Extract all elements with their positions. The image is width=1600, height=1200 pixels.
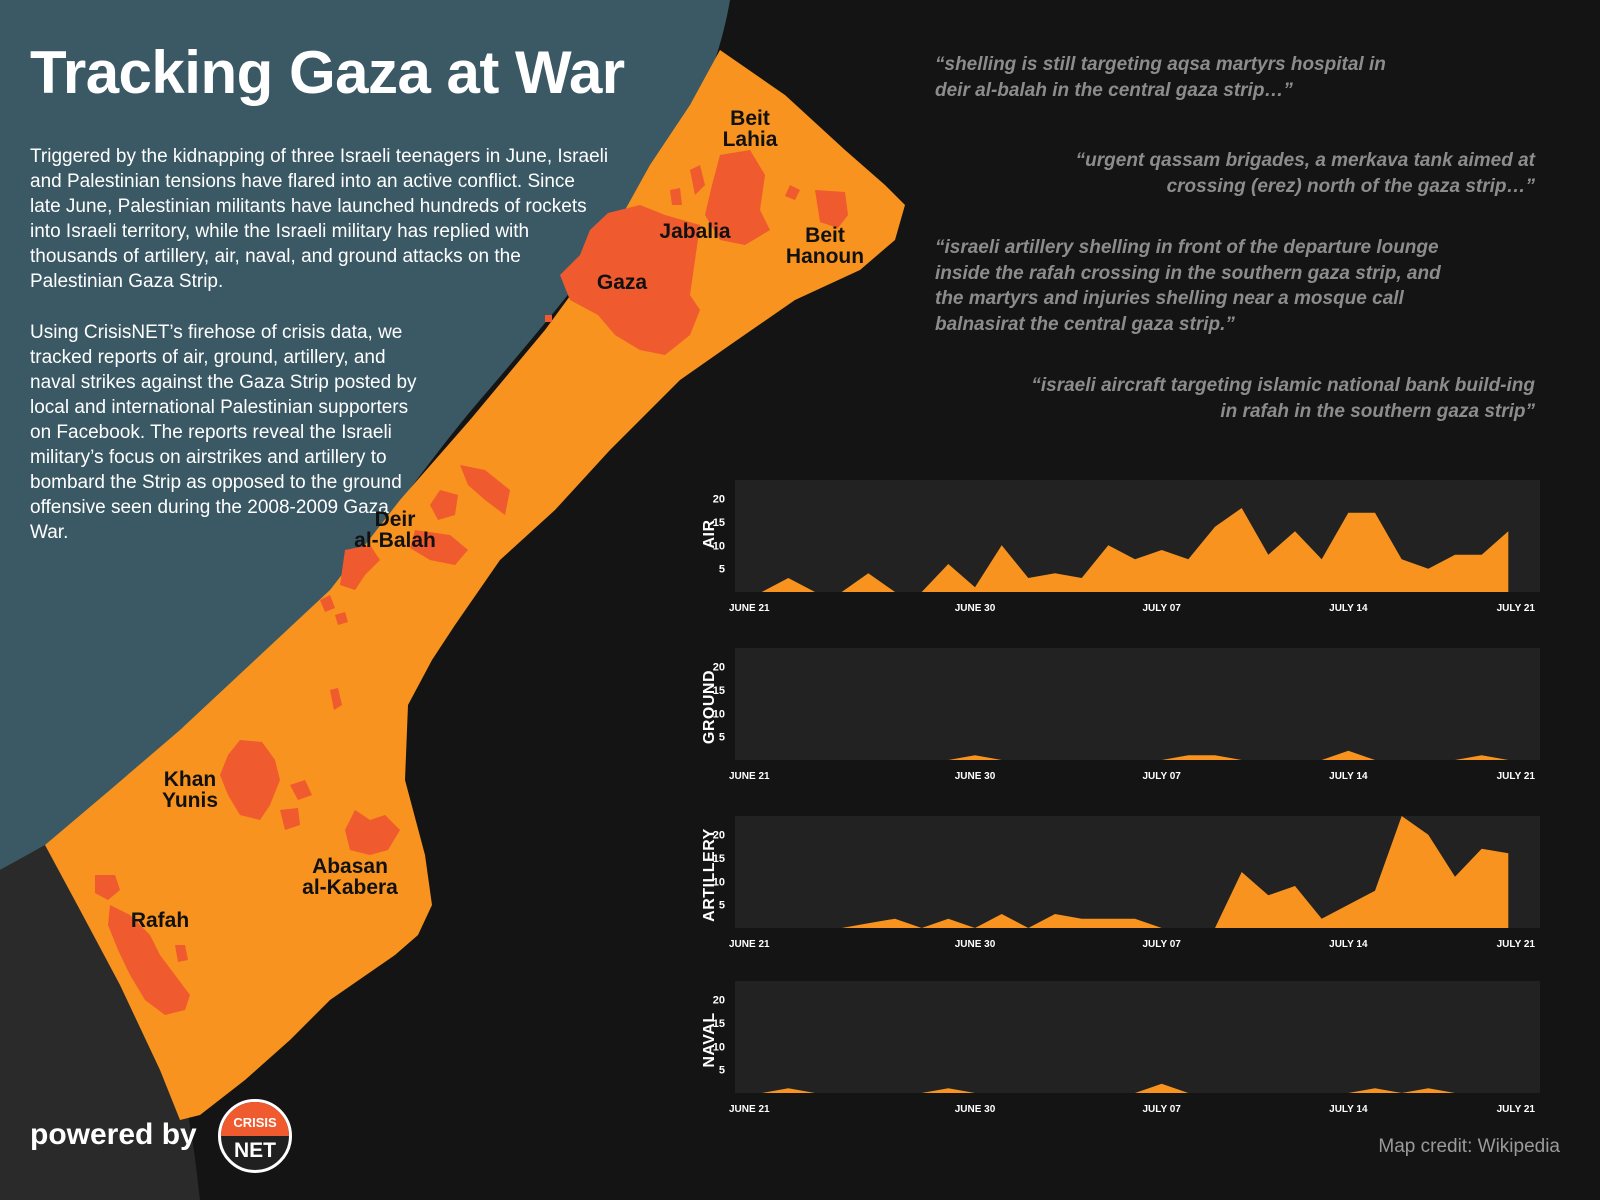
- chart-label-ground: GROUND: [701, 669, 718, 745]
- place-label-rafah: Rafah: [130, 909, 190, 932]
- ytick-label-ground-20: 20: [713, 662, 725, 674]
- place-label-gaza: Gaza: [596, 271, 648, 294]
- page-title: Tracking Gaza at War: [30, 39, 625, 106]
- ytick-label-naval-15: 15: [713, 1018, 725, 1030]
- intro-panel-shape: [0, 0, 730, 870]
- area-series-ground: [735, 750, 1509, 760]
- ytick-label-air-10: 10: [713, 540, 725, 552]
- xtick-label-artillery-june-30: JUNE 30: [955, 939, 996, 950]
- place-label-jabalia: Jabalia: [659, 220, 731, 243]
- chart-label-naval: NAVAL: [701, 1012, 718, 1068]
- xtick-label-air-june-30: JUNE 30: [955, 603, 996, 614]
- ytick-label-artillery-10: 10: [713, 876, 725, 888]
- ytick-label-air-5: 5: [719, 564, 725, 576]
- south-corner-shape: [0, 845, 200, 1200]
- xtick-label-naval-june-21: JUNE 21: [729, 1104, 770, 1115]
- quote-1: “shelling is still targeting aqsa martyr…: [935, 54, 1386, 101]
- xtick-label-naval-july-14: JULY 14: [1329, 1104, 1368, 1115]
- place-label-abasan-al-kabera: Abasan al-Kabera: [302, 855, 398, 899]
- quote-4: “israeli aircraft targeting islamic nati…: [1031, 375, 1535, 422]
- ytick-label-naval-20: 20: [713, 995, 725, 1007]
- xtick-label-naval-july-07: JULY 07: [1142, 1104, 1181, 1115]
- ytick-label-artillery-5: 5: [719, 900, 725, 912]
- area-series-artillery: [735, 816, 1509, 928]
- quote-2: “urgent qassam brigades, a merkava tank …: [1075, 150, 1535, 197]
- xtick-label-ground-june-30: JUNE 30: [955, 771, 996, 782]
- xtick-label-air-july-21: JULY 21: [1497, 603, 1536, 614]
- chart-ground: 5 10 15 20 JUNE 21 JUNE 30 JULY 07 JULY 14 JULY …: [713, 648, 1540, 782]
- place-label-beit-hanoun: Beit Hanoun: [785, 224, 865, 268]
- ytick-label-artillery-15: 15: [713, 853, 725, 865]
- place-label-khan-yunis: Khan Yunis: [161, 768, 219, 812]
- chart-panel-naval: [735, 981, 1540, 1093]
- powered-by-text: powered by: [30, 1118, 197, 1151]
- chart-label-artillery: ARTILLERY: [701, 828, 718, 922]
- place-label-deir-al-balah: Deir al-Balah: [354, 508, 436, 552]
- urban-areas: [95, 150, 848, 1015]
- chart-artillery: 5 10 15 20 JUNE 21 JUNE 30 JULY 07 JULY 14 JULY …: [713, 816, 1540, 950]
- ytick-label-ground-10: 10: [713, 708, 725, 720]
- xtick-label-artillery-july-07: JULY 07: [1142, 939, 1181, 950]
- chart-panel-ground: [735, 648, 1540, 760]
- ytick-label-air-20: 20: [713, 494, 725, 506]
- logo-bottom-text: NET: [234, 1139, 276, 1162]
- ytick-label-naval-10: 10: [713, 1041, 725, 1053]
- ytick-label-naval-5: 5: [719, 1065, 725, 1077]
- map-credit: Map credit: Wikipedia: [1378, 1136, 1560, 1157]
- xtick-label-artillery-july-14: JULY 14: [1329, 939, 1368, 950]
- quote-3: “israeli artillery shelling in front of …: [935, 237, 1441, 335]
- place-label-beit-lahia: Beit Lahia: [722, 107, 778, 151]
- intro-paragraph-2: Using CrisisNET’s firehose of crisis dat…: [30, 322, 417, 543]
- area-series-naval: [735, 1083, 1509, 1093]
- xtick-label-artillery-july-21: JULY 21: [1497, 939, 1536, 950]
- xtick-label-air-july-07: JULY 07: [1142, 603, 1181, 614]
- area-series-air: [735, 508, 1509, 592]
- xtick-label-naval-june-30: JUNE 30: [955, 1104, 996, 1115]
- chart-naval: 5 10 15 20 JUNE 21 JUNE 30 JULY 07 JULY 14 JULY …: [713, 981, 1540, 1115]
- ytick-label-ground-15: 15: [713, 685, 725, 697]
- xtick-label-air-july-14: JULY 14: [1329, 603, 1368, 614]
- xtick-label-ground-july-21: JULY 21: [1497, 771, 1536, 782]
- logo-top-text: CRISIS: [233, 1115, 277, 1130]
- xtick-label-air-june-21: JUNE 21: [729, 603, 770, 614]
- ytick-label-artillery-20: 20: [713, 830, 725, 842]
- crisisnet-logo[interactable]: CRISIS NET: [218, 1099, 292, 1173]
- xtick-label-ground-july-14: JULY 14: [1329, 771, 1368, 782]
- xtick-label-ground-june-21: JUNE 21: [729, 771, 770, 782]
- chart-label-air: AIR: [701, 519, 718, 549]
- intro-paragraph-1: Triggered by the kidnapping of three Isr…: [30, 146, 609, 292]
- ytick-label-ground-5: 5: [719, 732, 725, 744]
- xtick-label-naval-july-21: JULY 21: [1497, 1104, 1536, 1115]
- chart-air: 5 10 15 20 JUNE 21 JUNE 30 JULY 07 JULY 14 JULY …: [713, 480, 1540, 614]
- xtick-label-ground-july-07: JULY 07: [1142, 771, 1181, 782]
- ytick-label-air-15: 15: [713, 517, 725, 529]
- xtick-label-artillery-june-21: JUNE 21: [729, 939, 770, 950]
